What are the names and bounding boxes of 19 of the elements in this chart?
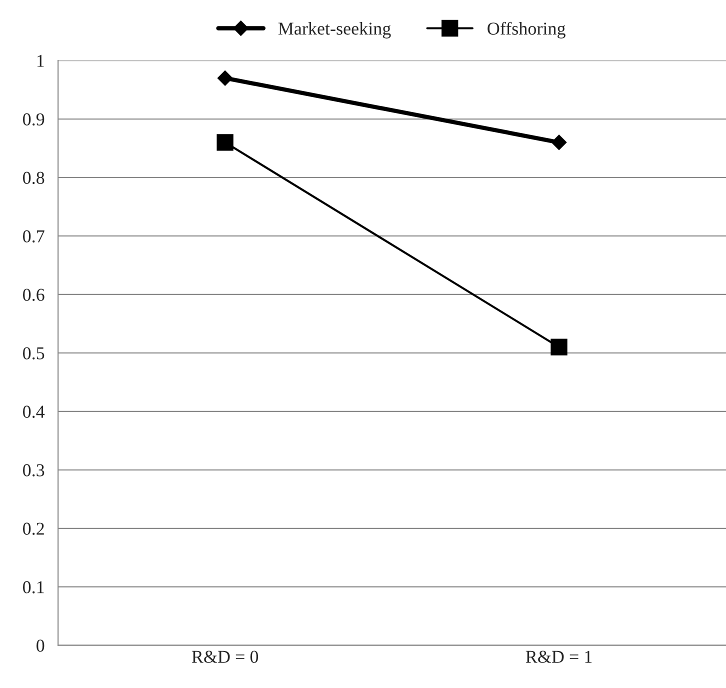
y-tick-label: 0.4 — [23, 406, 45, 418]
x-tick-label: R&D = 1 — [526, 650, 592, 663]
y-tick-label: 0.8 — [23, 172, 44, 184]
point — [550, 338, 568, 356]
y-tick-label: 0.1 — [23, 581, 44, 594]
y-tick-label: 0.5 — [23, 347, 44, 360]
point — [217, 70, 233, 86]
y-tick-label: 0.7 — [23, 230, 44, 243]
legend-label: Offshoring — [488, 22, 566, 38]
y-tick-label: 0.2 — [23, 522, 44, 535]
point — [551, 134, 567, 150]
y-tick-label: 1 — [37, 54, 44, 67]
y-tick-label: 0.9 — [23, 113, 44, 126]
point — [216, 134, 234, 151]
legend-label: Market-seeking — [278, 22, 391, 38]
y-tick-label: 0 — [36, 640, 44, 652]
y-tick-label: 0.6 — [23, 288, 44, 301]
y-tick-label: 0.3 — [23, 464, 44, 476]
x-tick-label: R&D = 0 — [192, 650, 258, 663]
